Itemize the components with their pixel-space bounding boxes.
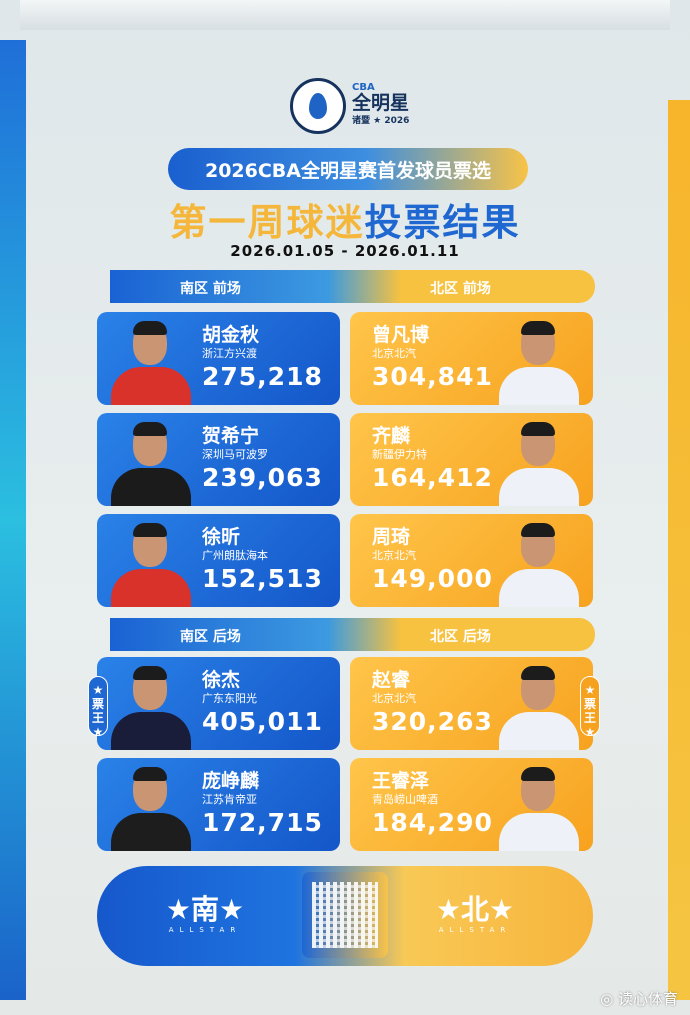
- player-votes: 239,063: [202, 463, 323, 492]
- south-label: 南: [190, 893, 219, 926]
- player-votes: 152,513: [202, 564, 323, 593]
- player-card[interactable]: 齐麟 新疆伊力特 164,412: [350, 413, 593, 506]
- player-votes: 164,412: [372, 463, 493, 492]
- player-photo: [105, 519, 197, 607]
- logo-city: 诸暨: [352, 116, 371, 126]
- player-team: 新疆伊力特: [372, 448, 427, 461]
- player-name: 曾凡博: [372, 324, 430, 346]
- footer-bar: ★南★ ALLSTAR ★北★ ALLSTAR: [97, 866, 593, 966]
- player-card[interactable]: 徐昕 广州朗肽海本 152,513: [97, 514, 340, 607]
- player-votes: 149,000: [372, 564, 493, 593]
- left-edge-decoration: [0, 40, 26, 1000]
- player-name: 胡金秋: [202, 324, 260, 346]
- player-team: 北京北汽: [372, 549, 416, 562]
- right-edge-decoration: [668, 100, 690, 1000]
- player-team: 江苏肯帝亚: [202, 793, 257, 806]
- allstar-text: ALLSTAR: [438, 926, 512, 934]
- qr-code[interactable]: [302, 872, 388, 958]
- player-name: 徐昕: [202, 526, 241, 548]
- player-name: 贺希宁: [202, 425, 260, 447]
- player-card[interactable]: 徐杰 广东东阳光 405,011: [97, 657, 340, 750]
- player-team: 北京北汽: [372, 347, 416, 360]
- allstar-logo: [290, 78, 346, 134]
- section-header-backcourt: 南区 后场 北区 后场: [110, 618, 595, 651]
- player-card[interactable]: 贺希宁 深圳马可波罗 239,063: [97, 413, 340, 506]
- player-card[interactable]: 赵睿 北京北汽 320,263: [350, 657, 593, 750]
- player-votes: 405,011: [202, 707, 323, 736]
- player-votes: 172,715: [202, 808, 323, 837]
- player-team: 广州朗肽海本: [202, 549, 268, 562]
- title-part1: 第一周球迷: [169, 201, 365, 244]
- player-team: 北京北汽: [372, 692, 416, 705]
- vote-king-badge-south: ★ 票王 ★: [88, 676, 108, 739]
- player-photo: [493, 317, 585, 405]
- player-name: 齐麟: [372, 425, 411, 447]
- logo-league: CBA: [352, 82, 375, 93]
- player-name: 赵睿: [372, 669, 411, 691]
- player-team: 青岛崂山啤酒: [372, 793, 438, 806]
- scroll-top: [20, 0, 670, 30]
- player-votes: 304,841: [372, 362, 493, 391]
- north-label: 北: [460, 893, 489, 926]
- north-backcourt-label: 北区 后场: [430, 629, 491, 645]
- logo-year: 2026: [384, 116, 410, 126]
- section-header-frontcourt: 南区 前场 北区 前场: [110, 270, 595, 303]
- banner: 2026CBA全明星赛首发球员票选: [168, 148, 528, 190]
- player-photo: [105, 662, 197, 750]
- page-title: 第一周球迷投票结果: [0, 192, 690, 246]
- date-range: 2026.01.05 - 2026.01.11: [230, 242, 460, 260]
- watermark: ◎ 读心体育: [600, 990, 678, 1008]
- allstar-text: ALLSTAR: [168, 926, 242, 934]
- player-name: 王睿泽: [372, 770, 430, 792]
- player-photo: [105, 763, 197, 851]
- south-allstar: ★南★ ALLSTAR: [145, 893, 265, 935]
- player-name: 周琦: [372, 526, 411, 548]
- player-team: 深圳马可波罗: [202, 448, 268, 461]
- player-team: 广东东阳光: [202, 692, 257, 705]
- player-photo: [493, 418, 585, 506]
- south-backcourt-label: 南区 后场: [180, 629, 241, 645]
- north-frontcourt-label: 北区 前场: [430, 281, 491, 297]
- player-photo: [105, 418, 197, 506]
- player-votes: 275,218: [202, 362, 323, 391]
- logo-title: 全明星: [352, 92, 410, 114]
- player-votes: 320,263: [372, 707, 493, 736]
- north-allstar: ★北★ ALLSTAR: [415, 893, 535, 935]
- player-card[interactable]: 周琦 北京北汽 149,000: [350, 514, 593, 607]
- player-photo: [105, 317, 197, 405]
- vote-king-badge-north: ★ 票王 ★: [580, 676, 600, 739]
- logo-text: CBA 全明星 诸暨 ★ 2026: [352, 82, 410, 126]
- player-name: 庞峥麟: [202, 770, 260, 792]
- player-votes: 184,290: [372, 808, 493, 837]
- player-photo: [493, 763, 585, 851]
- player-photo: [493, 662, 585, 750]
- south-frontcourt-label: 南区 前场: [180, 281, 241, 297]
- player-photo: [493, 519, 585, 607]
- player-team: 浙江方兴渡: [202, 347, 257, 360]
- player-name: 徐杰: [202, 669, 241, 691]
- player-card[interactable]: 庞峥麟 江苏肯帝亚 172,715: [97, 758, 340, 851]
- player-card[interactable]: 胡金秋 浙江方兴渡 275,218: [97, 312, 340, 405]
- title-part2: 投票结果: [364, 201, 521, 244]
- player-card[interactable]: 王睿泽 青岛崂山啤酒 184,290: [350, 758, 593, 851]
- player-card[interactable]: 曾凡博 北京北汽 304,841: [350, 312, 593, 405]
